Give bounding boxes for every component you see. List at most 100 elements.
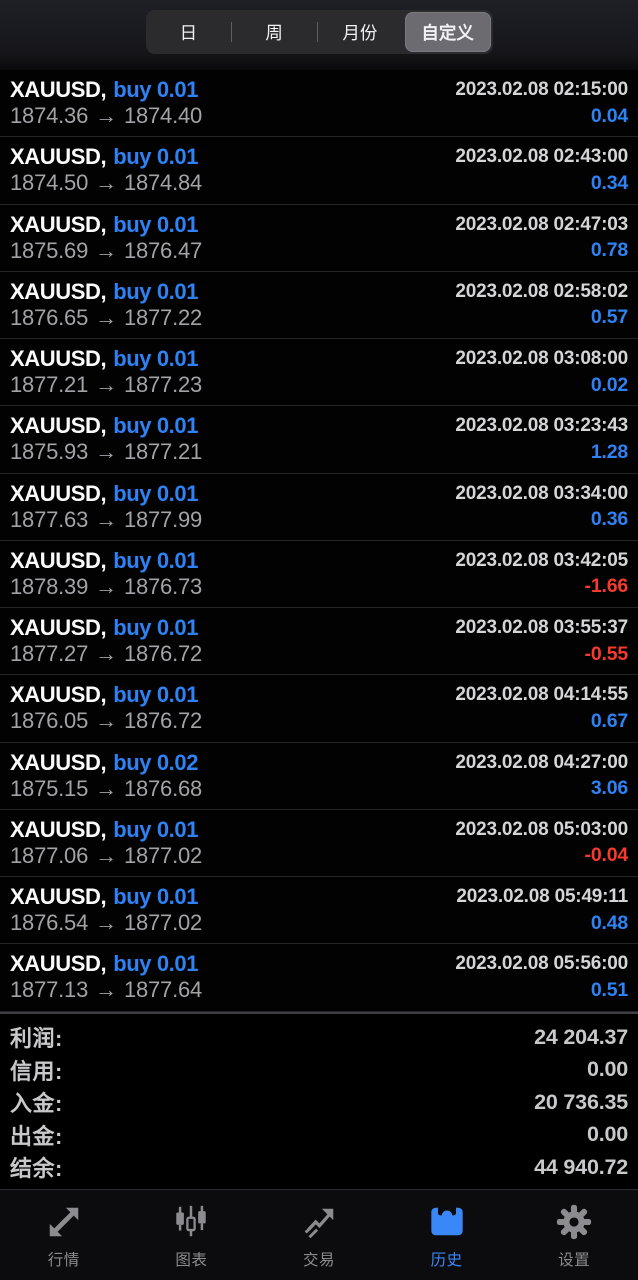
trade-row-top-line: XAUUSD, buy 0.01 2023.02.08 03:55:37 xyxy=(10,615,628,641)
trade-type-volume: buy 0.01 xyxy=(113,413,199,439)
trade-row[interactable]: XAUUSD, buy 0.01 2023.02.08 03:34:00 1877… xyxy=(0,474,638,541)
trade-row[interactable]: XAUUSD, buy 0.01 2023.02.08 03:42:05 1878… xyxy=(0,541,638,609)
trade-row[interactable]: XAUUSD, buy 0.01 2023.02.08 05:49:11 1876… xyxy=(0,877,638,945)
trade-row[interactable]: XAUUSD, buy 0.01 2023.02.08 02:47:03 1875… xyxy=(0,205,638,272)
tab-settings[interactable]: 设置 xyxy=(510,1190,638,1280)
summary-label: 结余: xyxy=(10,1156,63,1182)
trade-close-price: 1877.21 xyxy=(123,439,203,465)
tab-history[interactable]: 历史 xyxy=(383,1190,511,1280)
trade-prices: 1877.21 → 1877.23 xyxy=(10,372,202,398)
trade-row[interactable]: XAUUSD, buy 0.01 2023.02.08 05:56:00 1877… xyxy=(0,944,638,1012)
trade-row-bottom-line: 1877.21 → 1877.23 0.02 xyxy=(10,372,628,398)
price-arrow-icon: → xyxy=(95,304,117,330)
trade-type-volume: buy 0.01 xyxy=(113,884,199,910)
tab-charts[interactable]: 图表 xyxy=(128,1190,256,1280)
summary-row: 出金: 0.00 xyxy=(10,1119,628,1152)
trade-title: XAUUSD, buy 0.01 xyxy=(10,951,198,977)
summary-value: 24 204.37 xyxy=(534,1024,628,1049)
trade-row[interactable]: XAUUSD, buy 0.01 2023.02.08 03:55:37 1877… xyxy=(0,608,638,676)
trade-close-price: 1877.64 xyxy=(123,977,203,1003)
trade-open-price: 1874.50 xyxy=(10,170,89,196)
trade-title: XAUUSD, buy 0.01 xyxy=(10,144,198,170)
tab-charts-label: 图表 xyxy=(175,1252,208,1269)
trade-profit: 3.06 xyxy=(590,777,628,800)
trade-prices: 1876.65 → 1877.22 xyxy=(10,305,202,331)
trade-row-bottom-line: 1875.93 → 1877.21 1.28 xyxy=(10,439,628,465)
trade-row-top-line: XAUUSD, buy 0.01 2023.02.08 03:08:00 xyxy=(10,346,628,372)
trade-row-bottom-line: 1878.39 → 1876.73 -1.66 xyxy=(10,574,628,600)
trade-symbol: XAUUSD, xyxy=(10,278,107,304)
price-arrow-icon: → xyxy=(95,977,117,1003)
trade-row[interactable]: XAUUSD, buy 0.01 2023.02.08 04:14:55 1876… xyxy=(0,675,638,743)
trade-row-top-line: XAUUSD, buy 0.01 2023.02.08 02:43:00 xyxy=(10,144,628,170)
trade-prices: 1878.39 → 1876.73 xyxy=(10,574,202,600)
trade-prices: 1877.27 → 1876.72 xyxy=(10,641,202,667)
settings-icon xyxy=(555,1203,593,1241)
summary-section: 利润: 24 204.37 信用: 0.00 入金: 20 736.35 出金:… xyxy=(0,1012,638,1190)
trade-type-volume: buy 0.01 xyxy=(113,682,199,708)
charts-icon xyxy=(172,1203,210,1241)
summary-row: 利润: 24 204.37 xyxy=(10,1021,628,1054)
trade-row-top-line: XAUUSD, buy 0.01 2023.02.08 05:49:11 xyxy=(10,884,628,910)
trade-close-time: 2023.02.08 05:03:00 xyxy=(455,818,628,840)
trade-row[interactable]: XAUUSD, buy 0.01 2023.02.08 02:58:02 1876… xyxy=(0,272,638,340)
quotes-icon xyxy=(45,1203,83,1241)
price-arrow-icon: → xyxy=(95,573,117,599)
trade-row-top-line: XAUUSD, buy 0.01 2023.02.08 04:14:55 xyxy=(10,682,628,708)
trade-icon xyxy=(300,1203,338,1241)
trade-close-time: 2023.02.08 05:49:11 xyxy=(456,886,628,908)
trade-open-price: 1876.05 xyxy=(10,708,89,734)
trade-row[interactable]: XAUUSD, buy 0.01 2023.02.08 05:03:00 1877… xyxy=(0,810,638,878)
trade-row-bottom-line: 1877.63 → 1877.99 0.36 xyxy=(10,507,628,533)
trade-open-price: 1877.13 xyxy=(10,977,89,1003)
price-arrow-icon: → xyxy=(95,372,117,398)
trade-prices: 1874.36 → 1874.40 xyxy=(10,103,202,129)
summary-value: 0.00 xyxy=(586,1122,628,1147)
trade-type-volume: buy 0.02 xyxy=(113,749,199,775)
price-arrow-icon: → xyxy=(95,842,117,868)
trade-row-top-line: XAUUSD, buy 0.01 2023.02.08 02:15:00 xyxy=(10,77,628,103)
period-segment-day[interactable]: 日 xyxy=(179,22,198,43)
tab-quotes[interactable]: 行情 xyxy=(0,1190,128,1280)
trade-title: XAUUSD, buy 0.01 xyxy=(10,413,198,439)
period-segment-month[interactable]: 月份 xyxy=(316,10,403,54)
trade-profit: 0.36 xyxy=(590,508,628,531)
trade-row-top-line: XAUUSD, buy 0.01 2023.02.08 03:23:43 xyxy=(10,413,628,439)
trade-row[interactable]: XAUUSD, buy 0.01 2023.02.08 03:08:00 1877… xyxy=(0,339,638,407)
trade-title: XAUUSD, buy 0.01 xyxy=(10,346,198,372)
price-arrow-icon: → xyxy=(95,641,117,667)
trade-row[interactable]: XAUUSD, buy 0.01 2023.02.08 02:43:00 1874… xyxy=(0,137,638,205)
trade-type-volume: buy 0.01 xyxy=(113,278,199,304)
trade-row-top-line: XAUUSD, buy 0.02 2023.02.08 04:27:00 xyxy=(10,750,628,776)
tab-trade[interactable]: 交易 xyxy=(255,1190,383,1280)
trade-open-price: 1877.06 xyxy=(10,842,89,868)
trade-title: XAUUSD, buy 0.01 xyxy=(10,77,198,103)
trade-close-price: 1876.72 xyxy=(123,708,203,734)
trade-row-top-line: XAUUSD, buy 0.01 2023.02.08 05:03:00 xyxy=(10,817,628,843)
trade-row[interactable]: XAUUSD, buy 0.01 2023.02.08 03:23:43 1875… xyxy=(0,406,638,474)
trade-close-price: 1876.68 xyxy=(123,775,203,801)
trade-close-time: 2023.02.08 04:14:55 xyxy=(455,684,628,706)
trade-open-price: 1878.39 xyxy=(10,573,89,599)
trade-row[interactable]: XAUUSD, buy 0.02 2023.02.08 04:27:00 1875… xyxy=(0,743,638,810)
period-segment-week[interactable]: 周 xyxy=(230,10,317,54)
tab-history-label: 历史 xyxy=(430,1252,463,1269)
trade-open-price: 1875.69 xyxy=(10,237,89,263)
trade-prices: 1877.06 → 1877.02 xyxy=(10,843,202,869)
trade-row-top-line: XAUUSD, buy 0.01 2023.02.08 03:42:05 xyxy=(10,548,628,574)
trade-prices: 1874.50 → 1874.84 xyxy=(10,170,202,196)
trade-profit: 0.67 xyxy=(590,709,628,732)
trade-type-volume: buy 0.01 xyxy=(113,211,199,237)
summary-value: 20 736.35 xyxy=(534,1089,628,1114)
trade-profit: 0.78 xyxy=(590,239,628,262)
trade-prices: 1876.54 → 1877.02 xyxy=(10,910,202,936)
trade-type-volume: buy 0.01 xyxy=(113,144,199,170)
trade-type-volume: buy 0.01 xyxy=(113,346,199,372)
period-segment-custom[interactable]: 自定义 xyxy=(404,12,491,52)
trade-row-bottom-line: 1876.65 → 1877.22 0.57 xyxy=(10,305,628,331)
trade-row[interactable]: XAUUSD, buy 0.01 2023.02.08 02:15:00 1874… xyxy=(0,70,638,138)
trade-open-price: 1876.65 xyxy=(10,304,89,330)
price-arrow-icon: → xyxy=(95,237,117,263)
price-arrow-icon: → xyxy=(95,775,117,801)
trade-title: XAUUSD, buy 0.01 xyxy=(10,212,198,238)
